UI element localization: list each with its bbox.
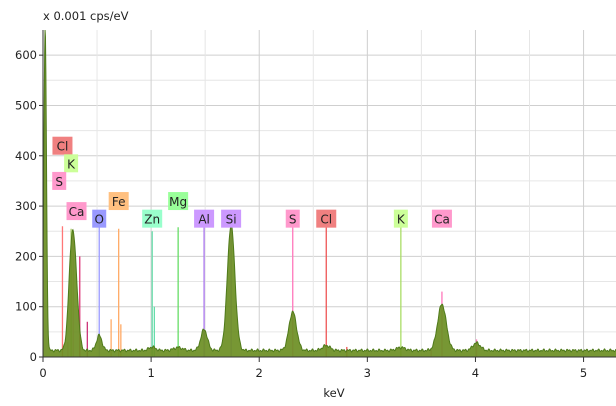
spectrum-layer <box>42 29 616 357</box>
y-tick-label: 600 <box>15 48 37 62</box>
element-label-box <box>168 192 189 211</box>
element-label-box <box>194 209 215 228</box>
element-label-text: Fe <box>112 195 126 209</box>
x-tick-label: 3 <box>364 366 371 380</box>
y-axis-label: x 0.001 cps/eV <box>43 9 129 23</box>
element-label-text: Zn <box>144 213 160 227</box>
element-label-box <box>285 209 300 228</box>
y-tick-label: 200 <box>15 249 37 263</box>
element-label-text: Mg <box>169 195 187 209</box>
element-label-box <box>316 209 337 228</box>
element-label-ca: Ca <box>66 202 87 221</box>
y-tick-label: 400 <box>15 149 37 163</box>
element-label-box <box>52 136 73 155</box>
element-label-s: S <box>285 209 300 228</box>
x-tick-label: 5 <box>580 366 587 380</box>
x-tick-label: 0 <box>39 366 46 380</box>
y-tick-label: 100 <box>15 300 37 314</box>
element-label-box <box>221 209 242 228</box>
element-label-cl: Cl <box>52 136 73 155</box>
element-label-box <box>142 209 163 228</box>
element-label-al: Al <box>194 209 215 228</box>
element-label-box <box>52 171 67 190</box>
element-label-fe: Fe <box>108 192 129 211</box>
y-tick-label: 0 <box>30 350 37 364</box>
element-label-box <box>393 209 408 228</box>
element-label-box <box>92 209 107 228</box>
element-label-box <box>108 192 129 211</box>
spectrum-line <box>42 29 616 353</box>
element-label-box <box>66 202 87 221</box>
element-label-k: K <box>64 154 79 173</box>
x-tick-label: 1 <box>147 366 154 380</box>
element-label-text: K <box>67 157 76 171</box>
element-label-text: O <box>94 213 103 227</box>
element-label-mg: Mg <box>168 192 189 211</box>
element-label-text: Cl <box>320 213 332 227</box>
element-label-si: Si <box>221 209 242 228</box>
element-label-text: S <box>289 213 297 227</box>
element-label-ca: Ca <box>431 209 452 228</box>
element-label-text: Si <box>226 213 237 227</box>
element-label-box <box>431 209 452 228</box>
element-label-cl: Cl <box>316 209 337 228</box>
y-tick-label: 300 <box>15 199 37 213</box>
x-tick-label: 2 <box>256 366 263 380</box>
axis-layer: x 0.001 cps/eV keV 0 100 200 300 400 500 600 0 1… <box>15 9 616 400</box>
element-label-zn: Zn <box>142 209 163 228</box>
element-label-text: S <box>55 175 63 189</box>
element-label-text: Cl <box>57 140 69 154</box>
element-label-box <box>64 154 79 173</box>
x-axis-label: keV <box>323 386 344 400</box>
x-tick-label: 4 <box>472 366 479 380</box>
element-label-text: Al <box>198 213 210 227</box>
element-label-text: K <box>397 213 406 227</box>
element-label-text: Ca <box>69 205 85 219</box>
element-label-text: Ca <box>434 213 450 227</box>
element-label-k: K <box>393 209 408 228</box>
element-label-s: S <box>52 171 67 190</box>
element-label-o: O <box>92 209 107 228</box>
y-tick-label: 500 <box>15 98 37 112</box>
